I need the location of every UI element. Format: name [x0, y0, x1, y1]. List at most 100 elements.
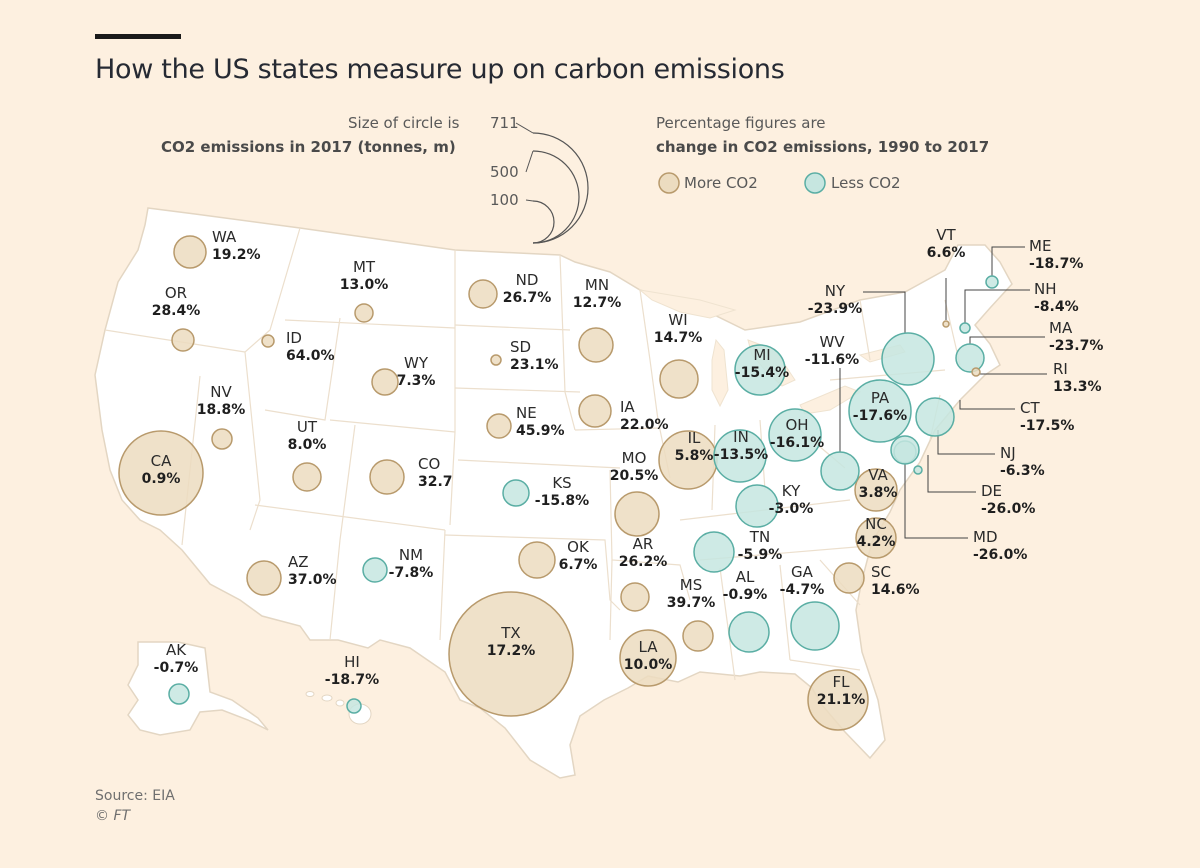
- tn-state-label: TN: [749, 528, 770, 546]
- wy-change-label: 7.3%: [397, 373, 436, 389]
- tn-change-label: -5.9%: [738, 547, 783, 563]
- leader-lines: [839, 246, 1047, 539]
- mo-bubble: [614, 491, 660, 537]
- mt-bubble: [354, 303, 374, 323]
- ms-state-label: MS: [680, 576, 702, 594]
- mainland-us: [94, 207, 1013, 779]
- ks-state-label: KS: [552, 474, 571, 492]
- ky-bubble: [735, 484, 779, 528]
- nm-change-label: -7.8%: [389, 565, 434, 581]
- wa-change-label: 19.2%: [212, 247, 261, 263]
- ut-state-label: UT: [297, 418, 318, 436]
- co-bubble: [369, 459, 405, 495]
- tx-bubble: [448, 591, 574, 717]
- size-legend-line2: CO2 emissions in 2017 (tonnes, m): [161, 138, 456, 156]
- ma-change-label: -23.7%: [1049, 338, 1103, 354]
- co-change-label: 32.7: [418, 474, 453, 490]
- ar-state-label: AR: [633, 535, 654, 553]
- nd-change-label: 26.7%: [503, 290, 552, 306]
- mn-state-label: MN: [585, 276, 609, 294]
- sc-change-label: 14.6%: [871, 582, 920, 598]
- page-title: How the US states measure up on carbon e…: [95, 54, 785, 85]
- ct-change-label: -17.5%: [1020, 418, 1074, 434]
- nh-bubble: [959, 322, 971, 334]
- wy-bubble: [371, 368, 399, 396]
- alaska: [127, 641, 269, 736]
- pa-change-label: -17.6%: [853, 408, 907, 424]
- ma-state-label: MA: [1049, 319, 1073, 337]
- sd-state-label: SD: [510, 338, 531, 356]
- wi-state-label: WI: [668, 311, 687, 329]
- la-change-label: 10.0%: [624, 657, 673, 673]
- ms-bubble: [682, 620, 714, 652]
- sc-bubble: [833, 562, 865, 594]
- al-state-label: AL: [736, 568, 755, 586]
- ne-state-label: NE: [516, 404, 537, 422]
- fl-change-label: 21.1%: [817, 692, 866, 708]
- ak-bubble: [168, 683, 190, 705]
- tx-state-label: TX: [500, 624, 520, 642]
- me-state-label: ME: [1029, 237, 1051, 255]
- size-ref-label-100: 100: [490, 191, 519, 209]
- az-change-label: 37.0%: [288, 572, 337, 588]
- md-change-label: -26.0%: [973, 547, 1027, 563]
- ok-bubble: [518, 541, 556, 579]
- ar-bubble: [620, 582, 650, 612]
- ne-bubble: [486, 413, 512, 439]
- wy-state-label: WY: [404, 354, 429, 372]
- pa-bubble: [848, 379, 912, 443]
- ar-change-label: 26.2%: [619, 554, 668, 570]
- ct-bubble: [915, 397, 955, 437]
- land-shapes: [94, 207, 1013, 779]
- de-leader-line: [927, 455, 976, 493]
- ne-change-label: 45.9%: [516, 423, 565, 439]
- az-bubble: [246, 560, 282, 596]
- wa-bubble: [173, 235, 207, 269]
- hawaii: [305, 691, 372, 725]
- wv-change-label: -11.6%: [805, 352, 859, 368]
- md-leader-line: [904, 464, 968, 539]
- nd-state-label: ND: [516, 271, 539, 289]
- or-state-label: OR: [165, 284, 187, 302]
- me-bubble: [985, 275, 999, 289]
- size-ref-label-500: 500: [490, 163, 519, 181]
- ri-bubble: [971, 367, 981, 377]
- less-co2-legend-label: Less CO2: [831, 174, 901, 192]
- hi-state-label: HI: [344, 653, 360, 671]
- ks-bubble: [502, 479, 530, 507]
- mi-state-label: MI: [753, 346, 770, 364]
- mi-bubble: [734, 344, 786, 396]
- ga-state-label: GA: [791, 563, 814, 581]
- color-legend: [658, 172, 826, 194]
- tn-bubble: [693, 531, 735, 573]
- in-bubble: [713, 429, 767, 483]
- me-change-label: -18.7%: [1029, 256, 1083, 272]
- less-co2-swatch: [804, 172, 826, 194]
- ny-leader-line: [863, 291, 906, 333]
- va-bubble: [854, 468, 898, 512]
- nh-leader-line: [964, 289, 1030, 323]
- wi-bubble: [659, 359, 699, 399]
- ia-bubble: [578, 394, 612, 428]
- mn-change-label: 12.7%: [573, 295, 622, 311]
- wi-change-label: 14.7%: [654, 330, 703, 346]
- nj-state-label: NJ: [1000, 444, 1016, 462]
- md-state-label: MD: [973, 528, 998, 546]
- md-bubble: [890, 435, 920, 465]
- mo-state-label: MO: [622, 449, 647, 467]
- ut-bubble: [292, 462, 322, 492]
- va-state-label: VA: [868, 466, 888, 484]
- nm-state-label: NM: [399, 546, 423, 564]
- ca-change-label: 0.9%: [142, 471, 181, 487]
- al-change-label: -0.9%: [723, 587, 768, 603]
- ky-change-label: -3.0%: [769, 501, 814, 517]
- nc-bubble: [855, 517, 897, 559]
- nd-bubble: [468, 279, 498, 309]
- ca-bubble: [118, 430, 204, 516]
- source-note: Source: EIA: [95, 788, 175, 804]
- mn-bubble: [578, 327, 614, 363]
- ny-bubble: [881, 332, 935, 386]
- nm-bubble: [362, 557, 388, 583]
- nc-state-label: NC: [865, 515, 887, 533]
- ms-change-label: 39.7%: [667, 595, 716, 611]
